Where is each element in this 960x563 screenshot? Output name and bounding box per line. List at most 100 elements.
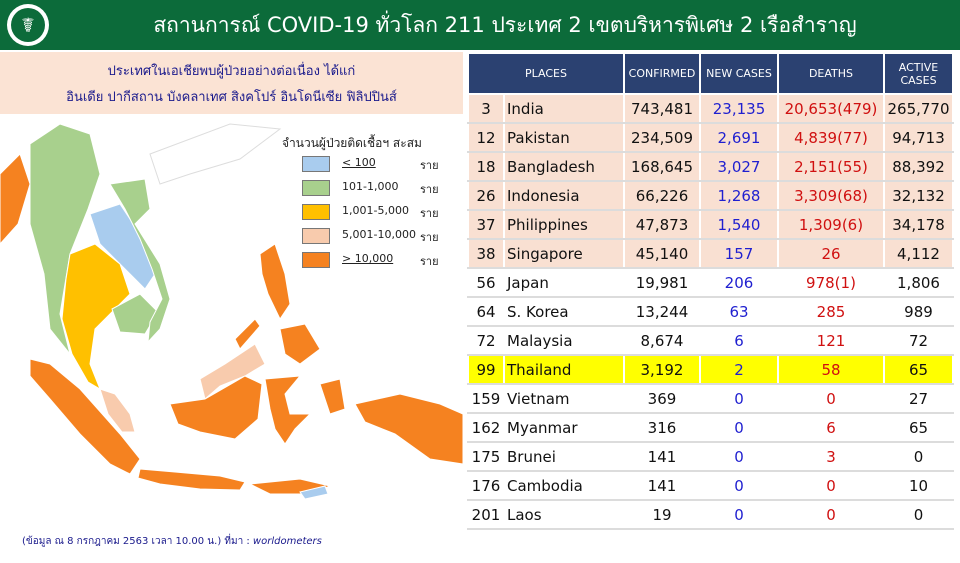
cell-deaths: 6 bbox=[777, 412, 885, 443]
asia-note: ประเทศในเอเชียพบผู้ป่วยอย่างต่อเนื่อง ได… bbox=[0, 52, 463, 114]
table-row: 18 Bangladesh 168,645 3,027 2,151(55) 88… bbox=[467, 151, 954, 182]
table-row: 64 S. Korea 13,244 63 285 989 bbox=[467, 296, 954, 327]
cell-new-cases: 1,268 bbox=[699, 180, 779, 211]
cell-rank: 3 bbox=[467, 93, 505, 124]
legend-unit: ราย bbox=[420, 159, 439, 172]
legend-swatch bbox=[302, 204, 330, 220]
col-header-deaths[interactable]: DEATHS bbox=[777, 52, 885, 95]
cell-place: Bangladesh bbox=[503, 151, 625, 182]
cell-new-cases: 0 bbox=[699, 470, 779, 501]
col-header-places[interactable]: PLACES bbox=[467, 52, 625, 95]
cell-new-cases: 1,540 bbox=[699, 209, 779, 240]
cell-active: 72 bbox=[883, 325, 954, 356]
cell-rank: 37 bbox=[467, 209, 505, 240]
map-region-thailand bbox=[61, 243, 131, 391]
cell-place: Pakistan bbox=[503, 122, 625, 153]
col-header-new-cases[interactable]: NEW CASES bbox=[699, 52, 779, 95]
cell-confirmed: 168,645 bbox=[623, 151, 701, 182]
cell-active: 32,132 bbox=[883, 180, 954, 211]
cell-confirmed: 316 bbox=[623, 412, 701, 443]
legend-item: 1,001-5,000 ราย bbox=[302, 202, 462, 220]
cell-new-cases: 6 bbox=[699, 325, 779, 356]
cell-new-cases: 206 bbox=[699, 267, 779, 298]
map-region-philippines-south bbox=[279, 323, 321, 365]
map-legend: จำนวนผู้ป่วยติดเชื้อฯ สะสม < 100 ราย 101… bbox=[268, 134, 463, 274]
map-region-vietnam bbox=[109, 178, 171, 344]
table-row: 159 Vietnam 369 0 0 27 bbox=[467, 383, 954, 414]
cell-active: 0 bbox=[883, 441, 954, 472]
cell-place: Indonesia bbox=[503, 180, 625, 211]
map-region-maluku bbox=[319, 378, 346, 415]
cases-table: PLACES CONFIRMED NEW CASES DEATHS ACTIVE… bbox=[467, 52, 954, 558]
table-header-row: PLACES CONFIRMED NEW CASES DEATHS ACTIVE… bbox=[467, 52, 954, 95]
cell-active: 88,392 bbox=[883, 151, 954, 182]
cell-new-cases: 0 bbox=[699, 499, 779, 530]
col-header-active-line1: ACTIVE bbox=[898, 60, 939, 74]
cell-new-cases: 2,691 bbox=[699, 122, 779, 153]
legend-swatch bbox=[302, 180, 330, 196]
cell-rank: 99 bbox=[467, 354, 505, 385]
cell-new-cases: 0 bbox=[699, 412, 779, 443]
map-region-india bbox=[0, 153, 31, 245]
col-header-confirmed[interactable]: CONFIRMED bbox=[623, 52, 701, 95]
legend-range: < 100 bbox=[342, 156, 376, 169]
table-row-thailand: 99 Thailand 3,192 2 58 65 bbox=[467, 354, 954, 385]
cell-place: S. Korea bbox=[503, 296, 625, 327]
cell-active: 1,806 bbox=[883, 267, 954, 298]
cell-active: 265,770 bbox=[883, 93, 954, 124]
cell-deaths: 285 bbox=[777, 296, 885, 327]
cell-deaths: 0 bbox=[777, 499, 885, 530]
legend-item: < 100 ราย bbox=[302, 154, 462, 172]
table-row: 162 Myanmar 316 0 6 65 bbox=[467, 412, 954, 443]
source-name: worldometers bbox=[252, 536, 322, 547]
legend-swatch bbox=[302, 156, 330, 172]
cell-active: 34,178 bbox=[883, 209, 954, 240]
cell-place: Vietnam bbox=[503, 383, 625, 414]
cell-place: Thailand bbox=[503, 354, 625, 385]
cell-confirmed: 8,674 bbox=[623, 325, 701, 356]
cell-confirmed: 45,140 bbox=[623, 238, 701, 269]
legend-unit: ราย bbox=[420, 231, 439, 244]
cell-confirmed: 141 bbox=[623, 470, 701, 501]
cell-confirmed: 743,481 bbox=[623, 93, 701, 124]
cell-active: 65 bbox=[883, 412, 954, 443]
cell-deaths: 26 bbox=[777, 238, 885, 269]
col-header-active-cases[interactable]: ACTIVE CASES bbox=[883, 52, 954, 95]
cell-place: India bbox=[503, 93, 625, 124]
data-source-note: (ข้อมูล ณ 8 กรกฎาคม 2563 เวลา 10.00 น.) … bbox=[22, 534, 322, 549]
cell-deaths: 58 bbox=[777, 354, 885, 385]
cell-new-cases: 0 bbox=[699, 441, 779, 472]
legend-range: 101-1,000 bbox=[342, 180, 399, 193]
cell-new-cases: 3,027 bbox=[699, 151, 779, 182]
map-region-laos bbox=[89, 203, 156, 290]
map-region-borneo-south bbox=[169, 375, 263, 440]
cell-confirmed: 3,192 bbox=[623, 354, 701, 385]
cell-deaths: 0 bbox=[777, 383, 885, 414]
cell-active: 989 bbox=[883, 296, 954, 327]
asia-note-line-2: อินเดีย ปากีสถาน บังคลาเทศ สิงคโปร์ อินโ… bbox=[66, 90, 397, 105]
cell-deaths: 0 bbox=[777, 470, 885, 501]
cell-confirmed: 234,509 bbox=[623, 122, 701, 153]
map-region-sumatra bbox=[29, 358, 141, 475]
cell-rank: 64 bbox=[467, 296, 505, 327]
map-region-sulawesi bbox=[264, 375, 312, 445]
cell-place: Japan bbox=[503, 267, 625, 298]
cell-deaths: 4,839(77) bbox=[777, 122, 885, 153]
table-row: 175 Brunei 141 0 3 0 bbox=[467, 441, 954, 472]
legend-item: > 10,000 ราย bbox=[302, 250, 462, 268]
cell-rank: 56 bbox=[467, 267, 505, 298]
cell-confirmed: 47,873 bbox=[623, 209, 701, 240]
cell-deaths: 1,309(6) bbox=[777, 209, 885, 240]
ministry-seal-icon: ☤ bbox=[7, 4, 49, 46]
table-row: 72 Malaysia 8,674 6 121 72 bbox=[467, 325, 954, 356]
cell-new-cases: 2 bbox=[699, 354, 779, 385]
cell-rank: 175 bbox=[467, 441, 505, 472]
cell-rank: 18 bbox=[467, 151, 505, 182]
cell-confirmed: 19 bbox=[623, 499, 701, 530]
legend-range: > 10,000 bbox=[342, 252, 394, 265]
map-region-malaysia bbox=[99, 388, 136, 433]
cell-rank: 176 bbox=[467, 470, 505, 501]
cell-confirmed: 66,226 bbox=[623, 180, 701, 211]
cell-rank: 159 bbox=[467, 383, 505, 414]
map-region-north bbox=[149, 123, 282, 185]
